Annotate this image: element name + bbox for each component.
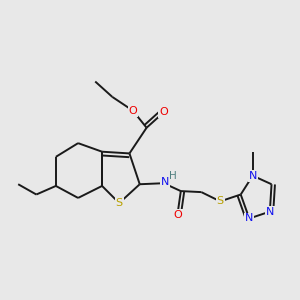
Text: N: N: [266, 207, 274, 217]
Text: H: H: [169, 171, 177, 182]
Text: N: N: [245, 214, 254, 224]
Text: S: S: [116, 198, 123, 208]
Text: O: O: [159, 107, 168, 117]
Text: N: N: [248, 171, 257, 181]
Text: O: O: [128, 106, 137, 116]
Text: O: O: [173, 210, 182, 220]
Text: N: N: [161, 177, 169, 187]
Text: S: S: [217, 196, 224, 206]
